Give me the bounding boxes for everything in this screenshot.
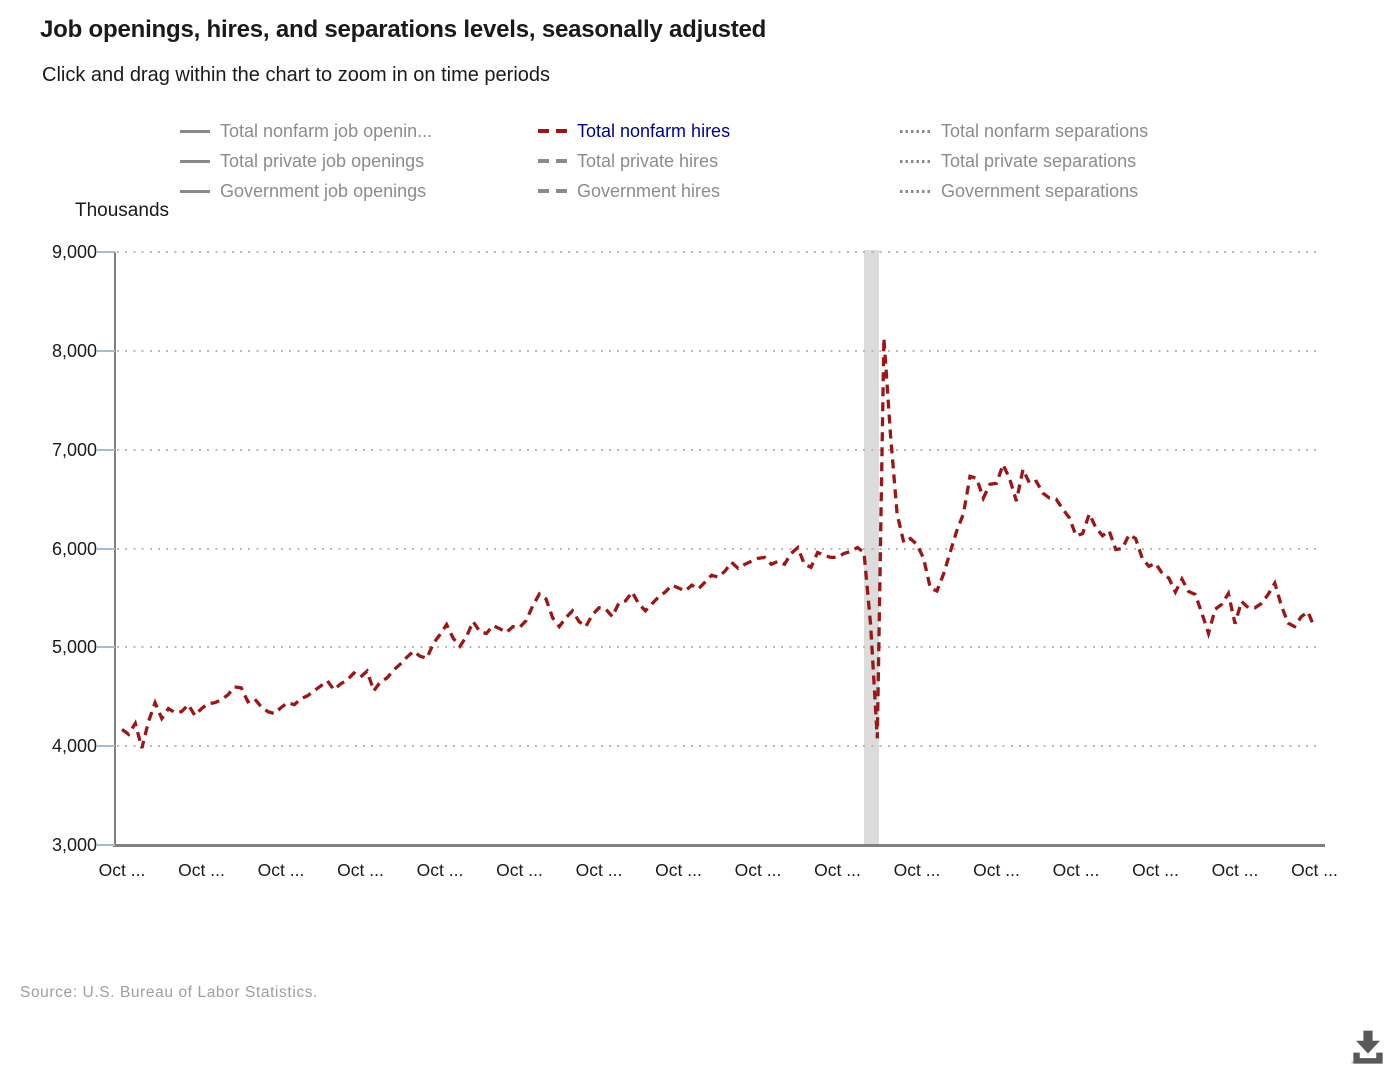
legend-item-label: Government separations — [941, 180, 1139, 201]
download-icon — [1351, 1030, 1383, 1064]
legend-item-total-private-separations[interactable]: Total private separations — [900, 148, 1136, 174]
legend: Total nonfarm job openin... Total private… — [0, 118, 1400, 210]
legend-item-government-separations[interactable]: Government separations — [900, 178, 1138, 204]
x-tick-label: Oct ... — [98, 860, 146, 880]
y-tick-mark — [96, 448, 115, 451]
legend-item-label: Total private job openings — [220, 150, 425, 171]
dashed-line-swatch-icon — [538, 189, 567, 193]
x-tick-label: Oct ... — [337, 860, 384, 880]
x-tick-label: Oct ... — [893, 860, 941, 880]
legend-item-total-nonfarm-job-openin[interactable]: Total nonfarm job openin... — [180, 118, 432, 144]
solid-line-swatch-icon — [180, 159, 210, 163]
gridline — [117, 646, 1316, 649]
y-tick-mark — [96, 349, 115, 352]
y-tick-mark — [96, 844, 115, 846]
legend-item-total-nonfarm-separations[interactable]: Total nonfarm separations — [900, 118, 1148, 144]
download-button[interactable] — [1341, 1026, 1395, 1072]
x-tick-label: Oct ... — [734, 860, 782, 880]
y-tick-label: 7,000 — [51, 439, 97, 460]
dotted-line-swatch-icon — [900, 189, 931, 193]
legend-item-label: Government job openings — [220, 180, 427, 201]
y-tick-label: 4,000 — [51, 736, 97, 757]
x-tick-label: Oct ... — [973, 860, 1020, 880]
x-tick-label: Oct ... — [1052, 860, 1100, 880]
legend-item-label: Total nonfarm hires — [577, 120, 731, 141]
x-tick-label: Oct ... — [416, 860, 464, 880]
x-tick-label: Oct ... — [1211, 860, 1259, 880]
legend-item-label: Total private hires — [577, 150, 719, 171]
gridline — [117, 448, 1316, 451]
dashed-line-swatch-icon — [538, 129, 567, 133]
solid-line-swatch-icon — [180, 129, 210, 133]
y-tick-label: 3,000 — [51, 835, 97, 855]
legend-item-label: Government hires — [577, 180, 721, 201]
x-tick-label: Oct ... — [496, 860, 543, 880]
x-axis-line — [113, 844, 1325, 847]
source-note: Source: U.S. Bureau of Labor Statistics. — [20, 984, 318, 1001]
legend-item-label: Total nonfarm job openin... — [220, 120, 433, 141]
y-tick-mark — [96, 646, 115, 649]
y-tick-label: 8,000 — [51, 340, 97, 361]
dashed-line-swatch-icon — [538, 159, 567, 163]
hires-series-line — [121, 337, 1317, 749]
legend-item-government-job-openings[interactable]: Government job openings — [180, 178, 426, 204]
x-tick-label: Oct ... — [257, 860, 305, 880]
y-tick-label: 5,000 — [51, 637, 97, 658]
legend-item-label: Total private separations — [941, 150, 1137, 171]
legend-item-government-hires[interactable]: Government hires — [538, 178, 720, 204]
y-axis-unit-label: Thousands — [75, 200, 170, 221]
x-tick-label: Oct ... — [814, 860, 861, 880]
y-axis-line — [114, 252, 116, 845]
page-title: Job openings, hires, and separations lev… — [40, 16, 767, 43]
solid-line-swatch-icon — [180, 189, 210, 193]
gridline — [117, 745, 1316, 748]
x-tick-label: Oct ... — [655, 860, 702, 880]
y-tick-label: 6,000 — [51, 538, 97, 559]
legend-item-total-private-job-openings[interactable]: Total private job openings — [180, 148, 424, 174]
y-tick-label: 9,000 — [51, 242, 97, 262]
gridline — [117, 251, 1316, 253]
x-tick-label: Oct ... — [575, 860, 623, 880]
y-tick-mark — [96, 251, 115, 253]
legend-item-label: Total nonfarm separations — [941, 120, 1149, 141]
gridline — [117, 547, 1316, 550]
legend-item-total-private-hires[interactable]: Total private hires — [538, 148, 718, 174]
y-tick-mark — [96, 547, 115, 550]
x-tick-label: Oct ... — [1132, 860, 1179, 880]
legend-item-total-nonfarm-hires[interactable]: Total nonfarm hires — [538, 118, 730, 144]
y-tick-mark — [96, 745, 115, 748]
dotted-line-swatch-icon — [900, 159, 931, 163]
x-tick-label: Oct ... — [1291, 860, 1338, 880]
gridline — [117, 349, 1316, 352]
x-tick-label: Oct ... — [178, 860, 225, 880]
dotted-line-swatch-icon — [900, 129, 931, 133]
chart-subtitle: Click and drag within the chart to zoom … — [42, 64, 551, 86]
